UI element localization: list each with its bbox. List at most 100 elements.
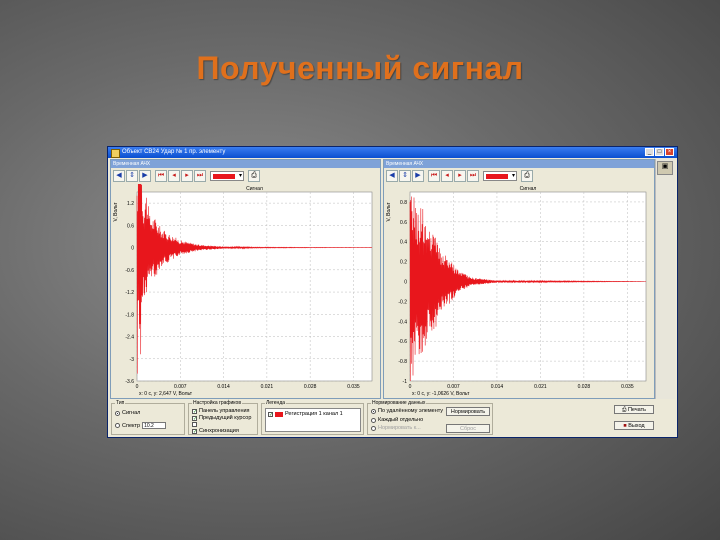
y-tick-label: -3: [130, 357, 135, 363]
legend-label: Регистрация 1 канал 1: [285, 411, 343, 417]
legend-group: Легенда ✓ Регистрация 1 канал 1: [261, 400, 364, 435]
radio[interactable]: [371, 417, 376, 423]
prev-icon[interactable]: ◂: [441, 170, 453, 182]
line-color-select[interactable]: ▾: [483, 171, 517, 181]
reset-button[interactable]: Сброс: [446, 424, 490, 433]
x-tick-label: 0: [136, 384, 139, 390]
checkbox[interactable]: [192, 422, 197, 427]
legend-entry[interactable]: ✓ Регистрация 1 канал 1: [268, 411, 343, 417]
y-tick-label: -1.2: [125, 290, 134, 296]
print-icon[interactable]: ⎙: [521, 170, 533, 182]
maximize-button[interactable]: □: [655, 148, 664, 156]
y-tick-label: -2.4: [125, 335, 134, 341]
close-button[interactable]: ×: [665, 148, 674, 156]
print-button[interactable]: ⎙ Печать: [614, 405, 654, 414]
option-label: Каждый отдельно: [378, 417, 424, 423]
checkbox[interactable]: ✓: [192, 415, 198, 422]
x-tick-label: 0.007: [174, 384, 187, 390]
legend-list[interactable]: ✓ Регистрация 1 канал 1: [265, 408, 361, 432]
display-option[interactable]: ✓ Панель управления: [192, 408, 250, 414]
legend-swatch: [275, 411, 283, 417]
x-tick-label: 0.021: [534, 384, 547, 390]
x-tick-label: 0.028: [578, 384, 591, 390]
group-label: Тип: [115, 400, 126, 406]
radio[interactable]: [371, 408, 376, 414]
option-label: По удалённому элементу: [378, 408, 444, 414]
left-chart-pane: Временная АЧХ ◀ ⇕ ▶ ⏮ ◂ ▸ ⏭ ▾ ⎙ Сигнал V,…: [110, 159, 381, 399]
y-tick-label: 0.2: [400, 260, 407, 266]
minimize-button[interactable]: _: [645, 148, 654, 156]
arrow-up-down-icon[interactable]: ⇕: [399, 170, 411, 182]
last-icon[interactable]: ⏭: [194, 170, 206, 182]
first-icon[interactable]: ⏮: [155, 170, 167, 182]
signal-radio[interactable]: [115, 410, 120, 416]
norm-option[interactable]: По удалённому элементу: [371, 408, 443, 414]
y-tick-label: 1.2: [127, 201, 134, 207]
radio[interactable]: [371, 425, 376, 431]
display-option[interactable]: [192, 422, 199, 427]
next-icon[interactable]: ▸: [181, 170, 193, 182]
exit-label: Выход: [628, 423, 645, 429]
spectrum-select[interactable]: 10.2: [142, 422, 167, 429]
y-tick-label: 0.6: [400, 220, 407, 226]
arrow-left-icon[interactable]: ◀: [113, 170, 125, 182]
option-label: Панель управления: [199, 408, 250, 414]
slide-title: Полученный сигнал: [196, 50, 524, 86]
x-tick-label: 0.007: [447, 384, 460, 390]
spectrum-radio[interactable]: [115, 423, 120, 428]
x-tick-label: 0.021: [261, 384, 274, 390]
option-label: Синхронизация: [199, 428, 239, 434]
print-icon[interactable]: ⎙: [248, 170, 260, 182]
window-titlebar[interactable]: Объект СВ24 Удар № 1 пр. элементу _ □ ×: [108, 147, 677, 158]
normalization-group: Нормирование данных По удалённому элемен…: [367, 400, 493, 435]
exit-icon: ■: [623, 423, 629, 429]
exit-button[interactable]: ■ Выход: [614, 421, 654, 430]
signal-radio-row[interactable]: Сигнал: [115, 410, 140, 416]
pane-title: Временная АЧХ: [384, 160, 654, 168]
checkbox[interactable]: ✓: [268, 411, 274, 418]
pane-title: Временная АЧХ: [111, 160, 380, 168]
x-tick-label: 0.014: [491, 384, 504, 390]
x-tick-label: 0.028: [304, 384, 317, 390]
next-icon[interactable]: ▸: [454, 170, 466, 182]
norm-option[interactable]: Нормировать к...: [371, 425, 421, 431]
y-axis-label: V, Вольт: [386, 202, 392, 222]
left-plot-area[interactable]: Сигнал V, Вольт 1.2 0.6 0 -0.6 -1.2 -1.8 -2.4 -3 -…: [111, 184, 380, 399]
y-tick-label: -0.6: [398, 339, 407, 345]
display-settings-group: Настройка графиков ✓ Панель управления ✓…: [188, 400, 258, 435]
group-label: Настройка графиков: [192, 400, 242, 406]
cursor-status: x: 0 c, y: 2,647 V, Вольт: [139, 391, 193, 397]
last-icon[interactable]: ⏭: [467, 170, 479, 182]
x-tick-label: 0.035: [347, 384, 360, 390]
y-tick-label: 0.4: [400, 240, 407, 246]
normalize-button[interactable]: Нормировать: [446, 407, 490, 416]
spectrum-radio-row[interactable]: Спектр 10.2: [115, 422, 167, 429]
checkbox[interactable]: ✓: [192, 408, 198, 415]
window-title: Объект СВ24 Удар № 1 пр. элементу: [122, 149, 226, 155]
display-option[interactable]: ✓ Предыдущий курсор: [192, 415, 251, 421]
right-plot-area[interactable]: Сигнал V, Вольт 0.8 0.6 0.4 0.2 0 -0.2 -0.4 -0.6 -…: [384, 184, 654, 399]
checkbox[interactable]: ✓: [192, 428, 198, 435]
norm-option[interactable]: Каждый отдельно: [371, 417, 423, 423]
signal-line: [409, 196, 646, 382]
option-label: Нормировать к...: [378, 425, 421, 431]
line-color-select[interactable]: ▾: [210, 171, 244, 181]
arrow-right-icon[interactable]: ▶: [139, 170, 151, 182]
y-tick-label: 0.6: [127, 223, 134, 229]
prev-icon[interactable]: ◂: [168, 170, 180, 182]
arrow-left-icon[interactable]: ◀: [386, 170, 398, 182]
left-chart-svg: Сигнал V, Вольт 1.2 0.6 0 -0.6 -1.2 -1.8 -2.4 -3 -…: [113, 184, 373, 397]
display-option[interactable]: ✓ Синхронизация: [192, 428, 239, 434]
y-tick-label: 0: [131, 246, 134, 252]
arrow-up-down-icon[interactable]: ⇕: [126, 170, 138, 182]
chart-title: Сигнал: [520, 186, 537, 192]
first-icon[interactable]: ⏮: [428, 170, 440, 182]
x-tick-label: 0.014: [217, 384, 230, 390]
arrow-right-icon[interactable]: ▶: [412, 170, 424, 182]
group-label: Нормирование данных: [371, 400, 427, 406]
chart-toolbar: ◀ ⇕ ▶ ⏮ ◂ ▸ ⏭ ▾ ⎙: [113, 169, 260, 183]
y-tick-label: -1.8: [125, 312, 134, 318]
window-resize-icon[interactable]: ▣: [657, 161, 673, 175]
group-label: Легенда: [265, 400, 287, 406]
vertical-scrollbar[interactable]: ▣: [655, 159, 675, 399]
